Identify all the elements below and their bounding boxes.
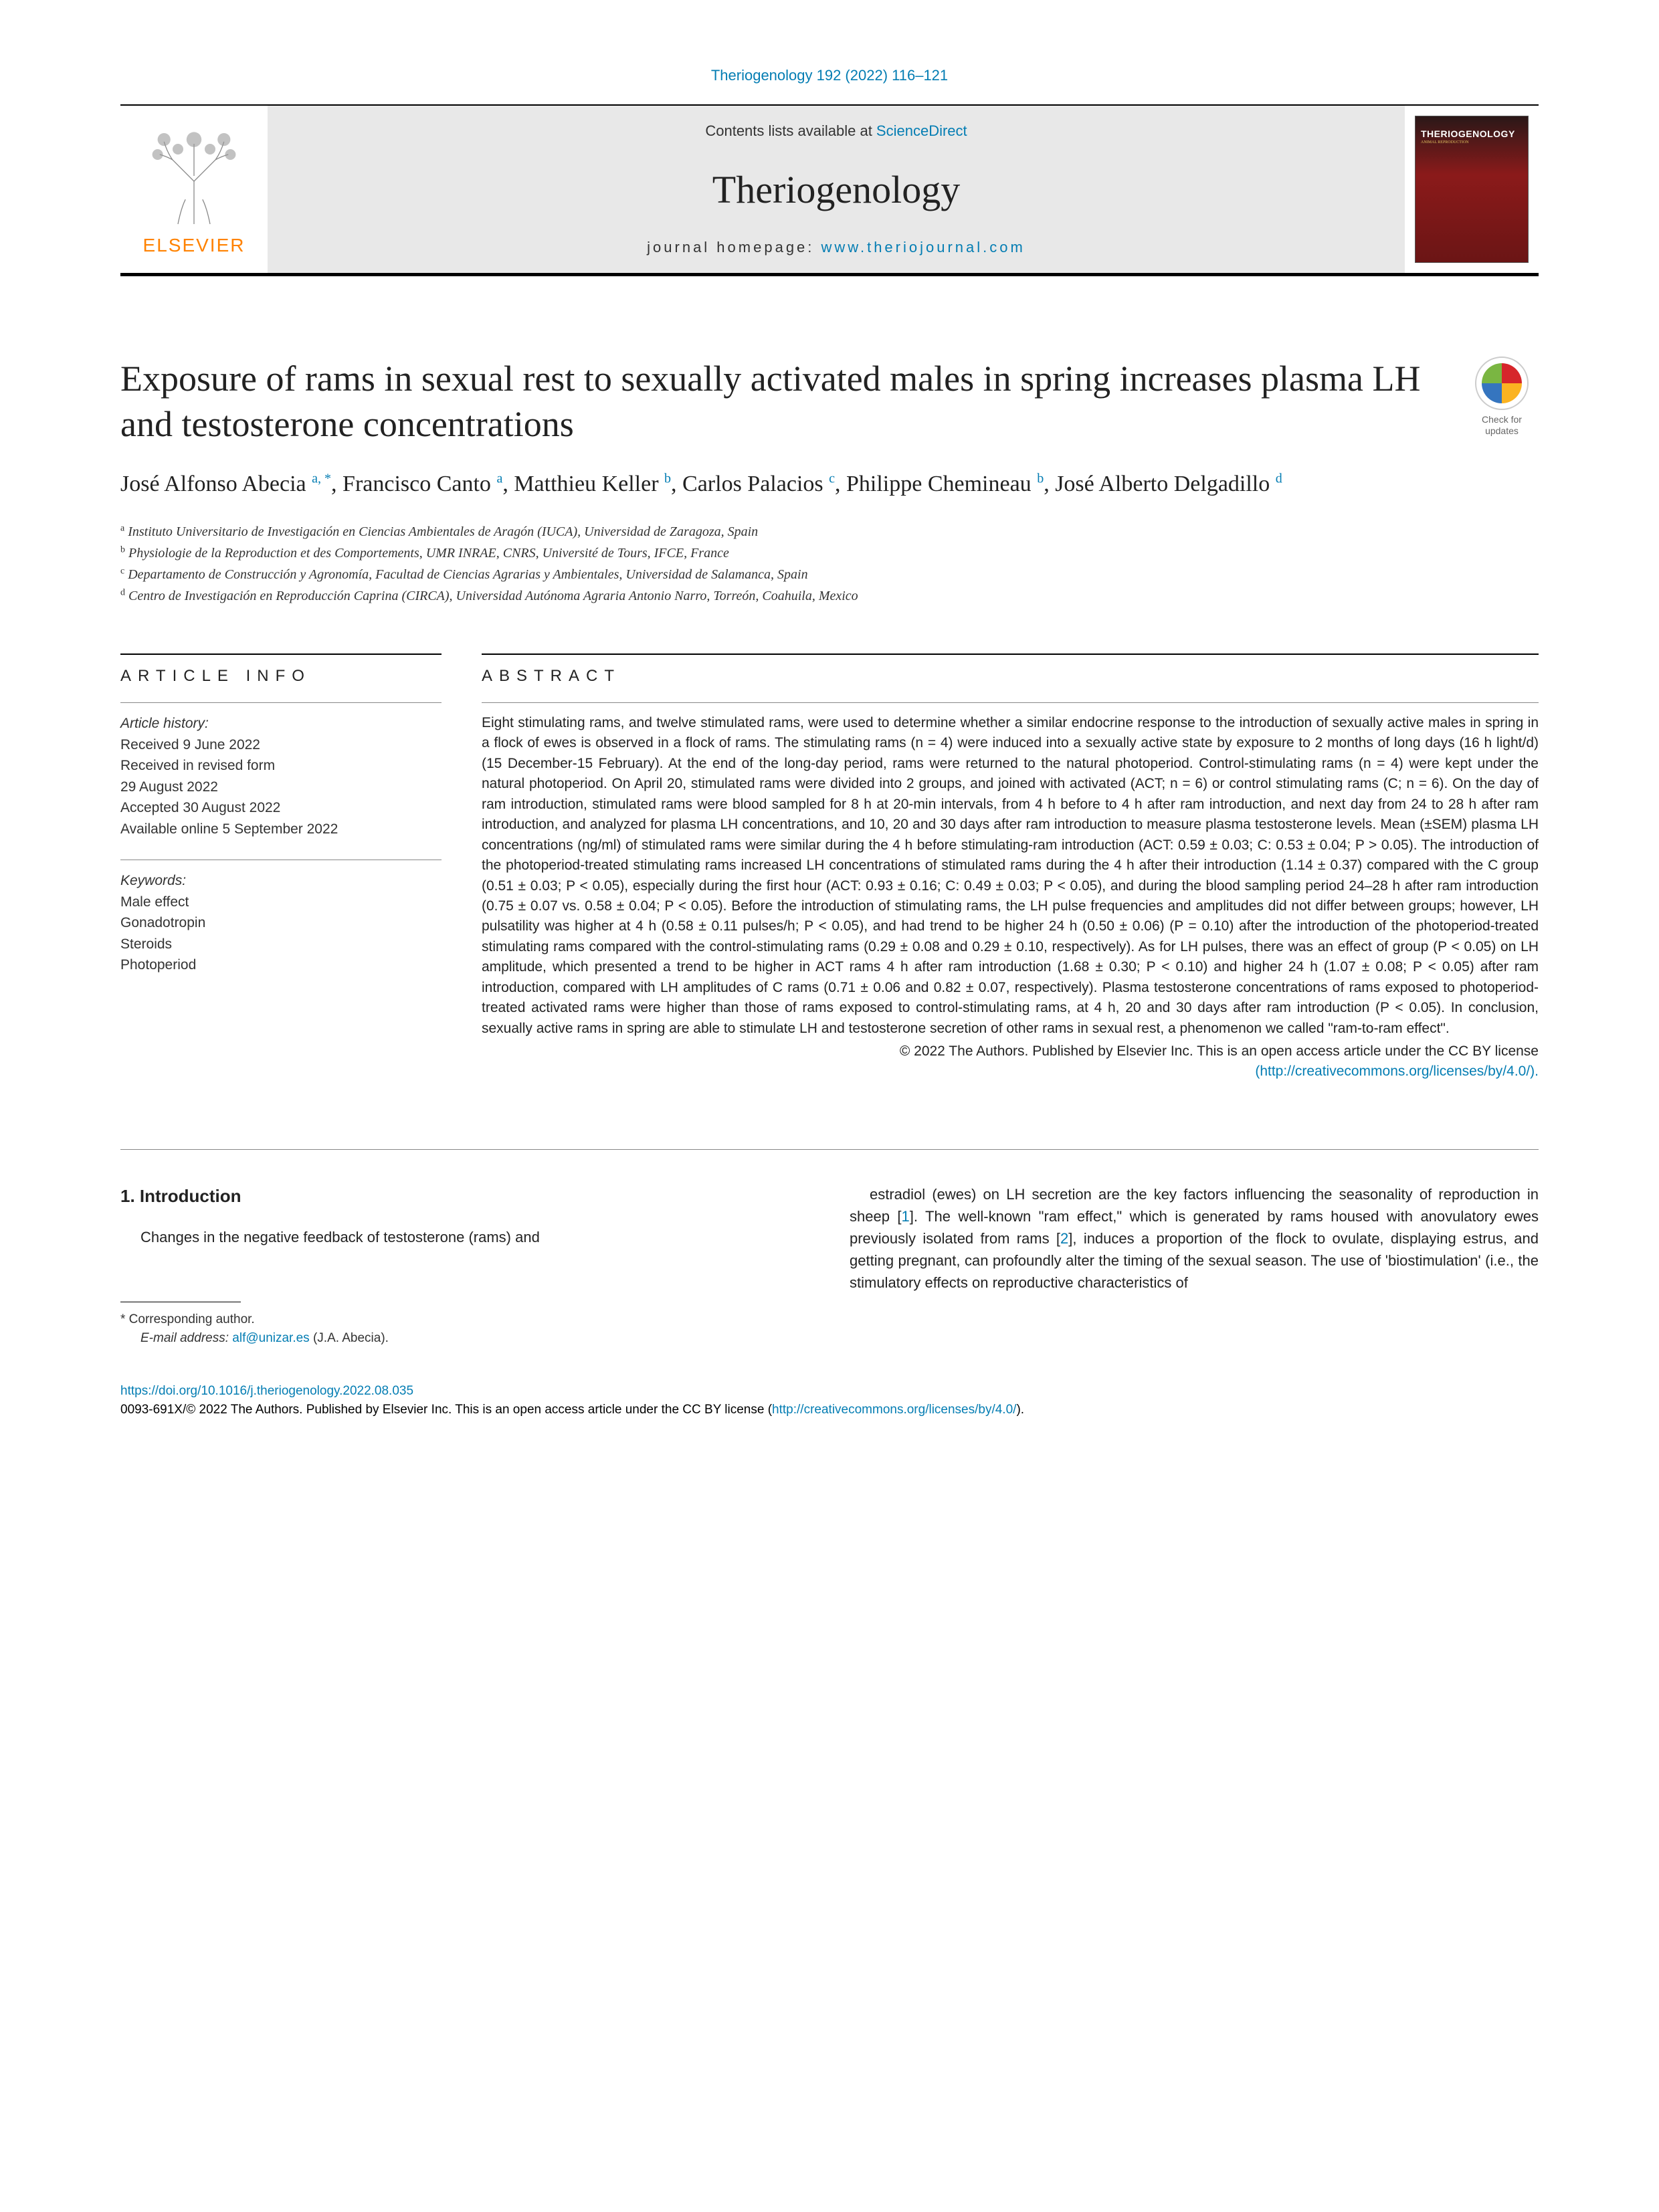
author-affil-sup: a, * xyxy=(312,472,331,486)
abstract-copyright: © 2022 The Authors. Published by Elsevie… xyxy=(482,1041,1539,1082)
author: José Alberto Delgadillo d xyxy=(1055,472,1282,496)
copyright-text: © 2022 The Authors. Published by Elsevie… xyxy=(900,1043,1539,1059)
crossmark-badge[interactable]: Check for updates xyxy=(1465,357,1539,437)
article-info-heading: ARTICLE INFO xyxy=(120,653,442,686)
author-affil-sup: d xyxy=(1276,472,1282,486)
author-affil-sup: a xyxy=(496,472,502,486)
contents-line: Contents lists available at ScienceDirec… xyxy=(294,122,1378,140)
affiliation: d Centro de Investigación en Reproducció… xyxy=(120,585,1539,607)
section-divider xyxy=(120,1149,1539,1150)
journal-cover[interactable]: THERIOGENOLOGY ANIMAL REPRODUCTION xyxy=(1405,106,1539,273)
crossmark-text: Check for updates xyxy=(1465,414,1539,437)
email-link[interactable]: alf@unizar.es xyxy=(232,1331,309,1345)
header-center: Contents lists available at ScienceDirec… xyxy=(268,106,1405,273)
email-line: E-mail address: alf@unizar.es (J.A. Abec… xyxy=(120,1329,809,1348)
author: Matthieu Keller b xyxy=(514,472,671,496)
author-affil-sup: b xyxy=(1037,472,1044,486)
footer-copyright-a: 0093-691X/© 2022 The Authors. Published … xyxy=(120,1403,772,1417)
sciencedirect-link[interactable]: ScienceDirect xyxy=(876,122,967,139)
doi-link[interactable]: https://doi.org/10.1016/j.theriogenology… xyxy=(120,1384,413,1398)
cover-subtitle: ANIMAL REPRODUCTION xyxy=(1416,139,1528,146)
keyword: Gonadotropin xyxy=(120,912,442,934)
homepage-prefix: journal homepage: xyxy=(647,239,821,256)
history-line: Received in revised form xyxy=(120,755,442,777)
keywords-block: Keywords: Male effectGonadotropinSteroid… xyxy=(120,860,442,976)
crossmark-icon xyxy=(1475,357,1529,410)
email-suffix: (J.A. Abecia). xyxy=(310,1331,389,1345)
homepage-line: journal homepage: www.theriojournal.com xyxy=(294,239,1378,256)
keyword: Photoperiod xyxy=(120,954,442,976)
article-history: Article history: Received 9 June 2022Rec… xyxy=(120,702,442,839)
intro-para-2: estradiol (ewes) on LH secretion are the… xyxy=(850,1183,1539,1294)
elsevier-logo[interactable]: ELSEVIER xyxy=(120,106,268,273)
author: Francisco Canto a xyxy=(343,472,502,496)
history-line: Available online 5 September 2022 xyxy=(120,819,442,840)
email-label: E-mail address: xyxy=(140,1331,232,1345)
keyword: Steroids xyxy=(120,934,442,955)
cover-image: THERIOGENOLOGY ANIMAL REPRODUCTION xyxy=(1415,116,1529,263)
license-link[interactable]: (http://creativecommons.org/licenses/by/… xyxy=(1255,1064,1539,1079)
corresponding-author: * Corresponding author. xyxy=(120,1310,809,1330)
intro-para-1: Changes in the negative feedback of test… xyxy=(120,1226,809,1248)
elsevier-tree-icon xyxy=(140,122,248,229)
history-line: 29 August 2022 xyxy=(120,777,442,798)
affiliations-list: a Instituto Universitario de Investigaci… xyxy=(120,521,1539,607)
elsevier-text: ELSEVIER xyxy=(143,235,246,256)
author: José Alfonso Abecia a, * xyxy=(120,472,331,496)
footer-copyright-b: ). xyxy=(1016,1403,1024,1417)
footer-license-link[interactable]: http://creativecommons.org/licenses/by/4… xyxy=(772,1403,1016,1417)
author-affil-sup: c xyxy=(829,472,835,486)
cover-title: THERIOGENOLOGY xyxy=(1416,116,1528,139)
journal-name: Theriogenology xyxy=(294,167,1378,212)
affiliation: b Physiologie de la Reproduction et des … xyxy=(120,542,1539,564)
journal-header: ELSEVIER Contents lists available at Sci… xyxy=(120,104,1539,276)
intro-heading: 1. Introduction xyxy=(120,1183,809,1209)
body-column-right: estradiol (ewes) on LH secretion are the… xyxy=(850,1183,1539,1348)
homepage-link[interactable]: www.theriojournal.com xyxy=(821,239,1026,256)
authors-list: José Alfonso Abecia a, *, Francisco Cant… xyxy=(120,467,1539,501)
body-column-left: 1. Introduction Changes in the negative … xyxy=(120,1183,809,1348)
author: Carlos Palacios c xyxy=(682,472,835,496)
article-title: Exposure of rams in sexual rest to sexua… xyxy=(120,357,1465,447)
footnotes: * Corresponding author. E-mail address: … xyxy=(120,1310,809,1348)
history-line: Received 9 June 2022 xyxy=(120,734,442,756)
history-line: Accepted 30 August 2022 xyxy=(120,797,442,819)
contents-prefix: Contents lists available at xyxy=(705,122,876,139)
keyword: Male effect xyxy=(120,892,442,913)
ref-link-1[interactable]: 1 xyxy=(902,1208,910,1225)
author: Philippe Chemineau b xyxy=(846,472,1044,496)
history-label: Article history: xyxy=(120,713,442,734)
keywords-label: Keywords: xyxy=(120,870,442,892)
affiliation: a Instituto Universitario de Investigaci… xyxy=(120,521,1539,542)
affiliation: c Departamento de Construcción y Agronom… xyxy=(120,564,1539,585)
page-footer: https://doi.org/10.1016/j.theriogenology… xyxy=(120,1382,1539,1420)
ref-link-2[interactable]: 2 xyxy=(1060,1230,1068,1247)
author-affil-sup: b xyxy=(664,472,671,486)
abstract-text: Eight stimulating rams, and twelve stimu… xyxy=(482,702,1539,1039)
abstract-heading: ABSTRACT xyxy=(482,653,1539,686)
top-citation[interactable]: Theriogenology 192 (2022) 116–121 xyxy=(120,67,1539,84)
